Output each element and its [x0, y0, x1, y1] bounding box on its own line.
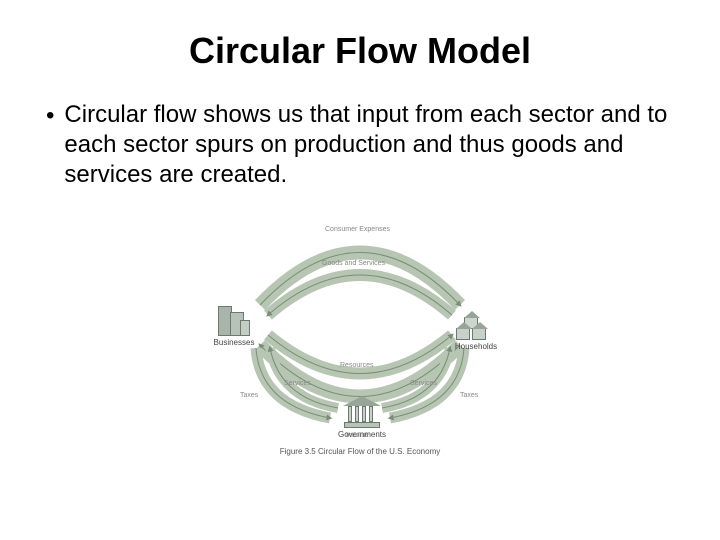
node-label: Households [454, 342, 498, 351]
flow-label: Services [284, 380, 311, 387]
flow-label: Taxes [460, 392, 478, 399]
figure-caption: Figure 3.5 Circular Flow of the U.S. Eco… [190, 447, 530, 456]
bullet-item: • Circular flow shows us that input from… [44, 100, 676, 190]
flow-label: Taxes [240, 392, 258, 399]
node-label: Businesses [212, 338, 256, 347]
slide: Circular Flow Model • Circular flow show… [0, 0, 720, 540]
houses-icon [454, 302, 498, 340]
business-building-icon [212, 298, 256, 336]
flow-label: Consumer Expenses [325, 226, 390, 233]
bullet-marker: • [46, 100, 54, 132]
flow-label: Goods and Services [322, 260, 385, 267]
circular-flow-diagram: Businesses Households Governments Consum… [190, 180, 530, 460]
page-title: Circular Flow Model [44, 30, 676, 72]
node-businesses: Businesses [212, 298, 256, 347]
flow-label: Services [410, 380, 437, 387]
government-building-icon [340, 390, 384, 428]
flow-label: Income [346, 432, 369, 439]
diagram-container: Businesses Households Governments Consum… [44, 180, 676, 460]
node-households: Households [454, 302, 498, 351]
flow-label: Resources [340, 362, 373, 369]
bullet-text: Circular flow shows us that input from e… [64, 100, 676, 190]
